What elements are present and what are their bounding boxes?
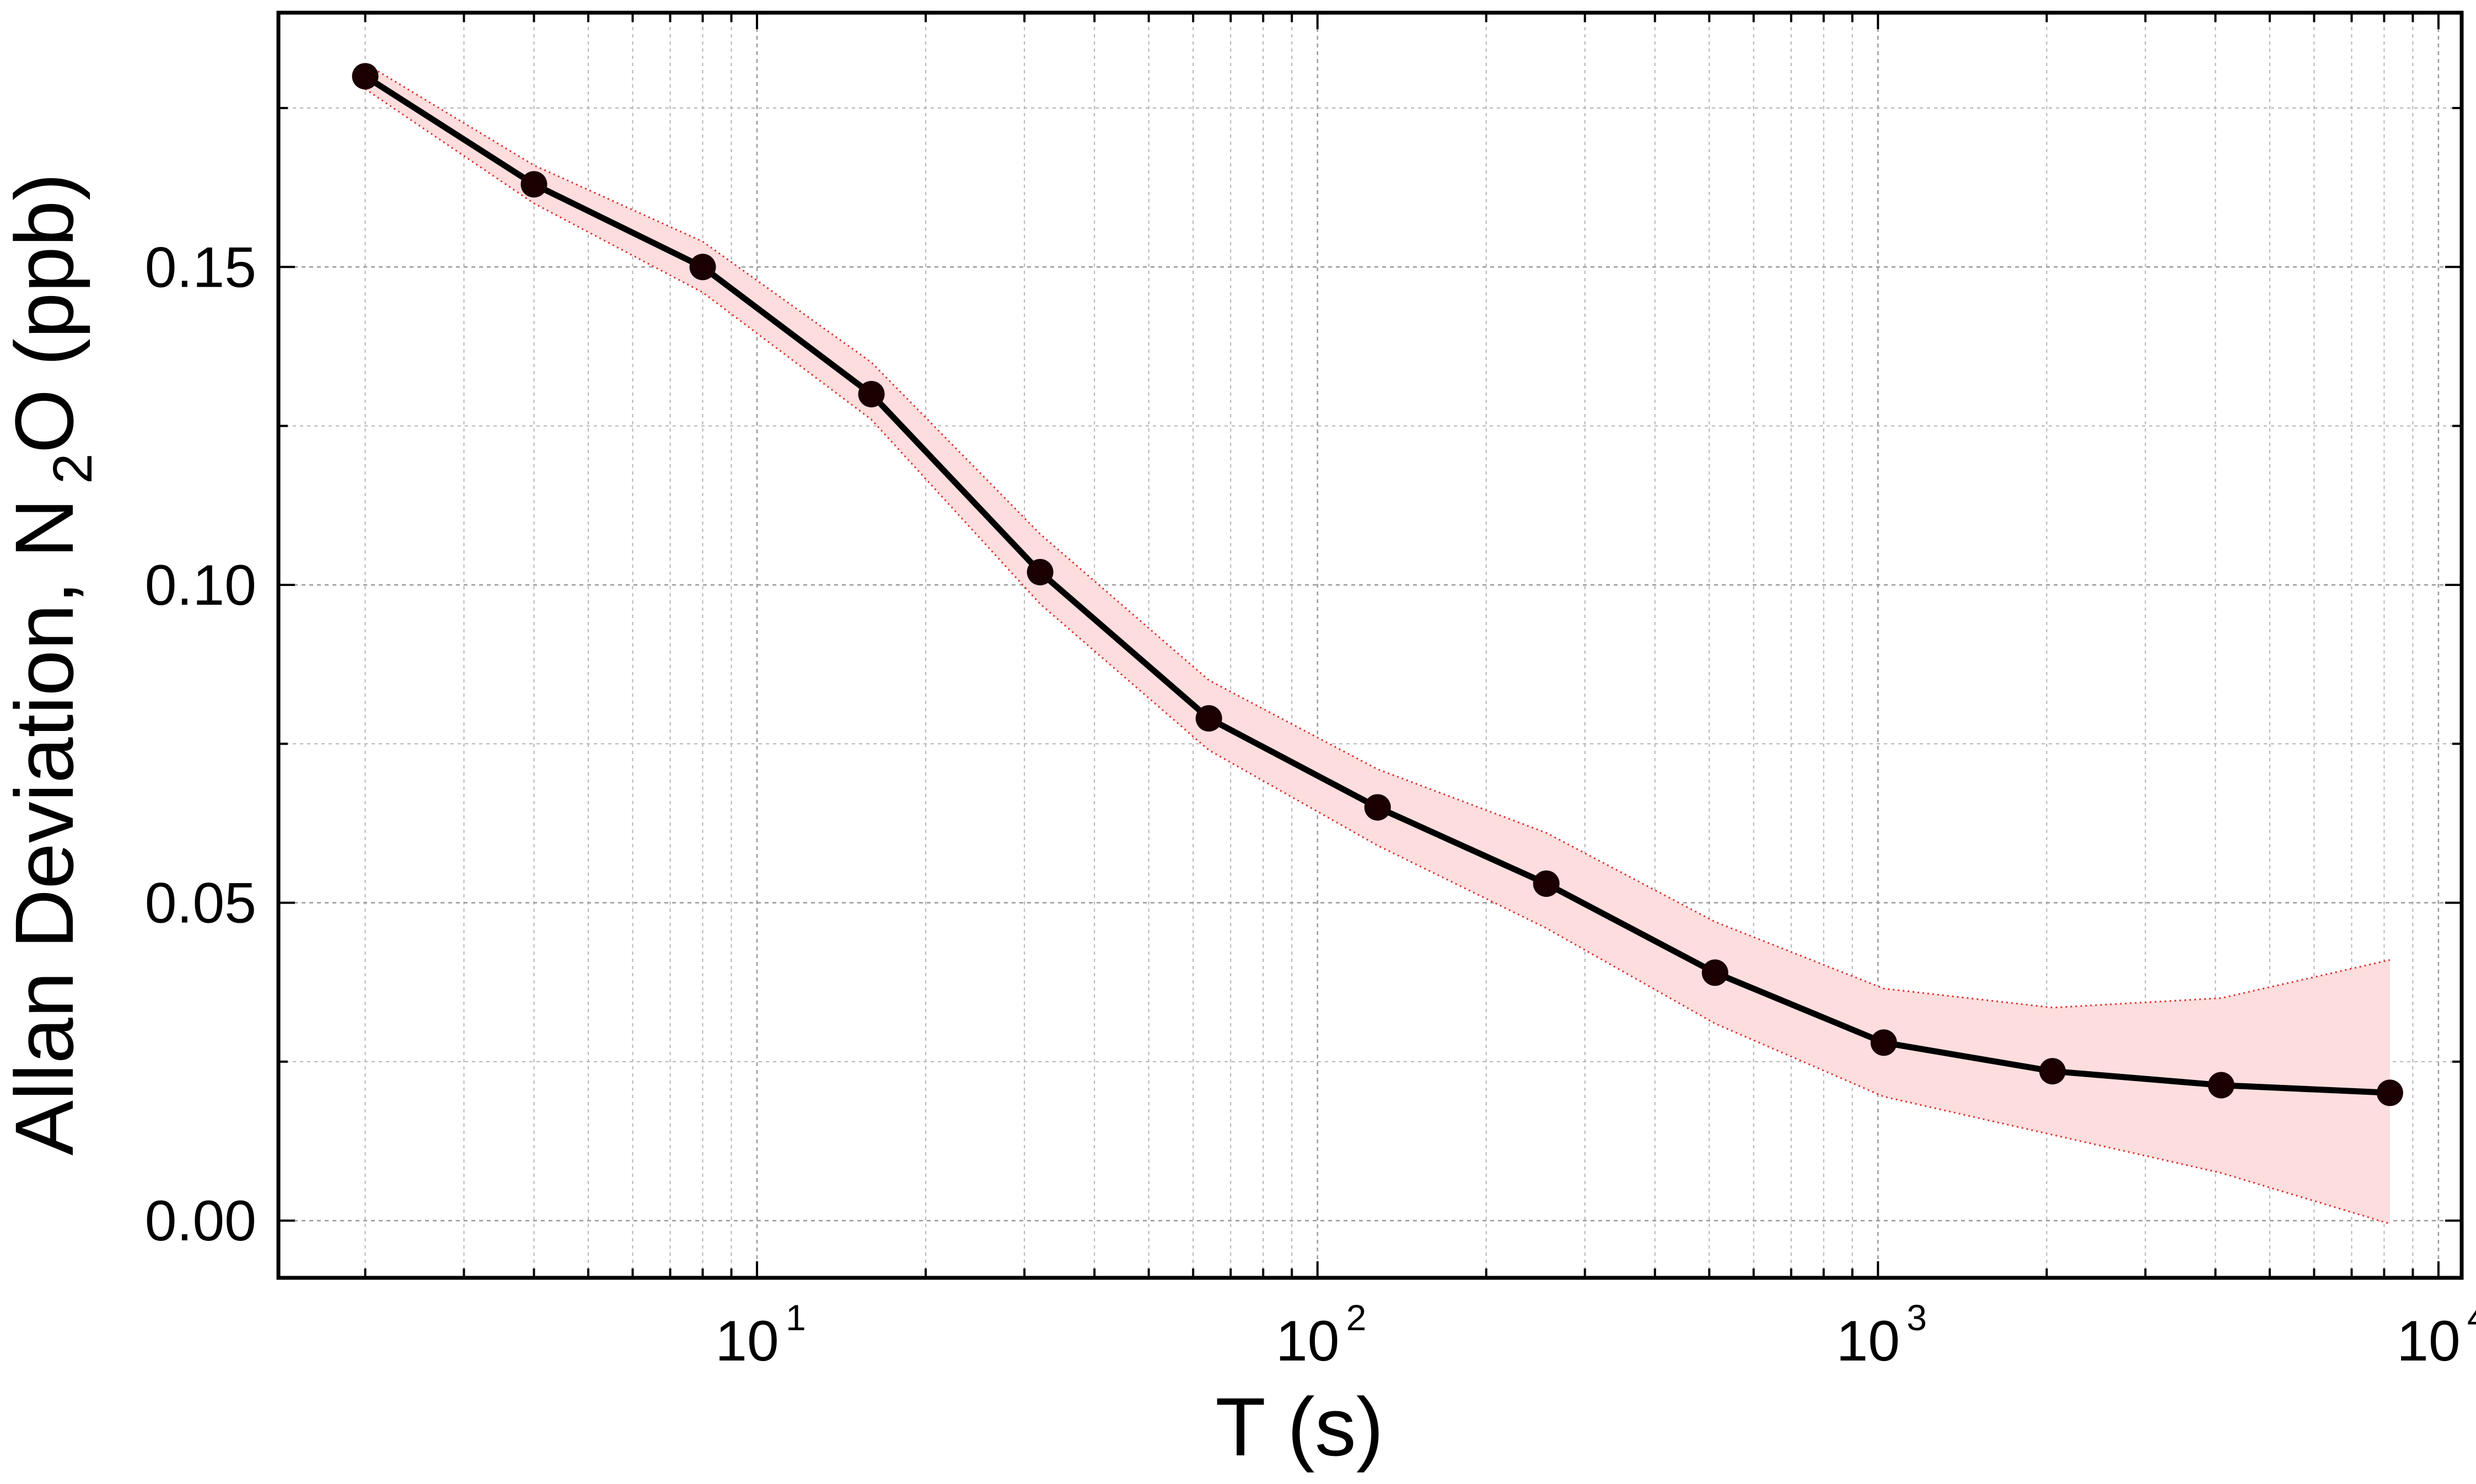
y-tick-label: 0.05: [145, 872, 256, 935]
data-point: [1027, 558, 1054, 585]
x-tick-label: 10: [1276, 1309, 1340, 1373]
data-point: [520, 171, 547, 198]
plot-frame: [276, 10, 2464, 1280]
x-tick-label: 10: [715, 1309, 779, 1373]
y-tick-label: 0.15: [145, 235, 256, 299]
y-axis-title-main: Allan Deviation, N: [0, 498, 90, 1155]
data-point: [1195, 705, 1222, 732]
x-tick-labels: 101102103104: [715, 1297, 2476, 1373]
y-tick-label: 0.00: [145, 1189, 256, 1253]
axis-ticks: [278, 13, 2462, 1278]
y-tick-labels: 0.00 0.05 0.10 0.15: [145, 235, 256, 1253]
data-point: [858, 380, 885, 407]
uncertainty-band-fill: [365, 63, 2390, 1224]
data-point: [1533, 870, 1560, 897]
data-point: [2376, 1079, 2403, 1106]
x-tick-exponent: 1: [786, 1297, 806, 1338]
x-tick-label: 10: [1836, 1309, 1900, 1373]
data-point: [2039, 1058, 2066, 1085]
data-point: [1364, 794, 1391, 821]
x-tick-exponent: 2: [1346, 1297, 1367, 1338]
x-tick-label: 10: [2397, 1309, 2461, 1373]
y-axis-title-subscript: 2: [42, 453, 104, 484]
uncertainty-band: [364, 62, 2391, 1225]
data-point: [689, 254, 716, 281]
series-markers: [352, 63, 2403, 1106]
x-tick-exponent: 4: [2467, 1297, 2476, 1338]
data-point: [2208, 1072, 2235, 1099]
data-point: [352, 63, 379, 90]
upper-bound-line: [364, 62, 2391, 1009]
x-axis-title: T (s): [1215, 1380, 1384, 1473]
data-point: [1870, 1029, 1897, 1056]
y-tick-label: 0.10: [145, 553, 256, 617]
data-point: [1701, 959, 1728, 986]
x-tick-exponent: 3: [1906, 1297, 1927, 1338]
y-axis-title-suffix: O (ppb): [0, 173, 90, 454]
y-axis-title: Allan Deviation, N 2O (ppb): [0, 173, 104, 1155]
